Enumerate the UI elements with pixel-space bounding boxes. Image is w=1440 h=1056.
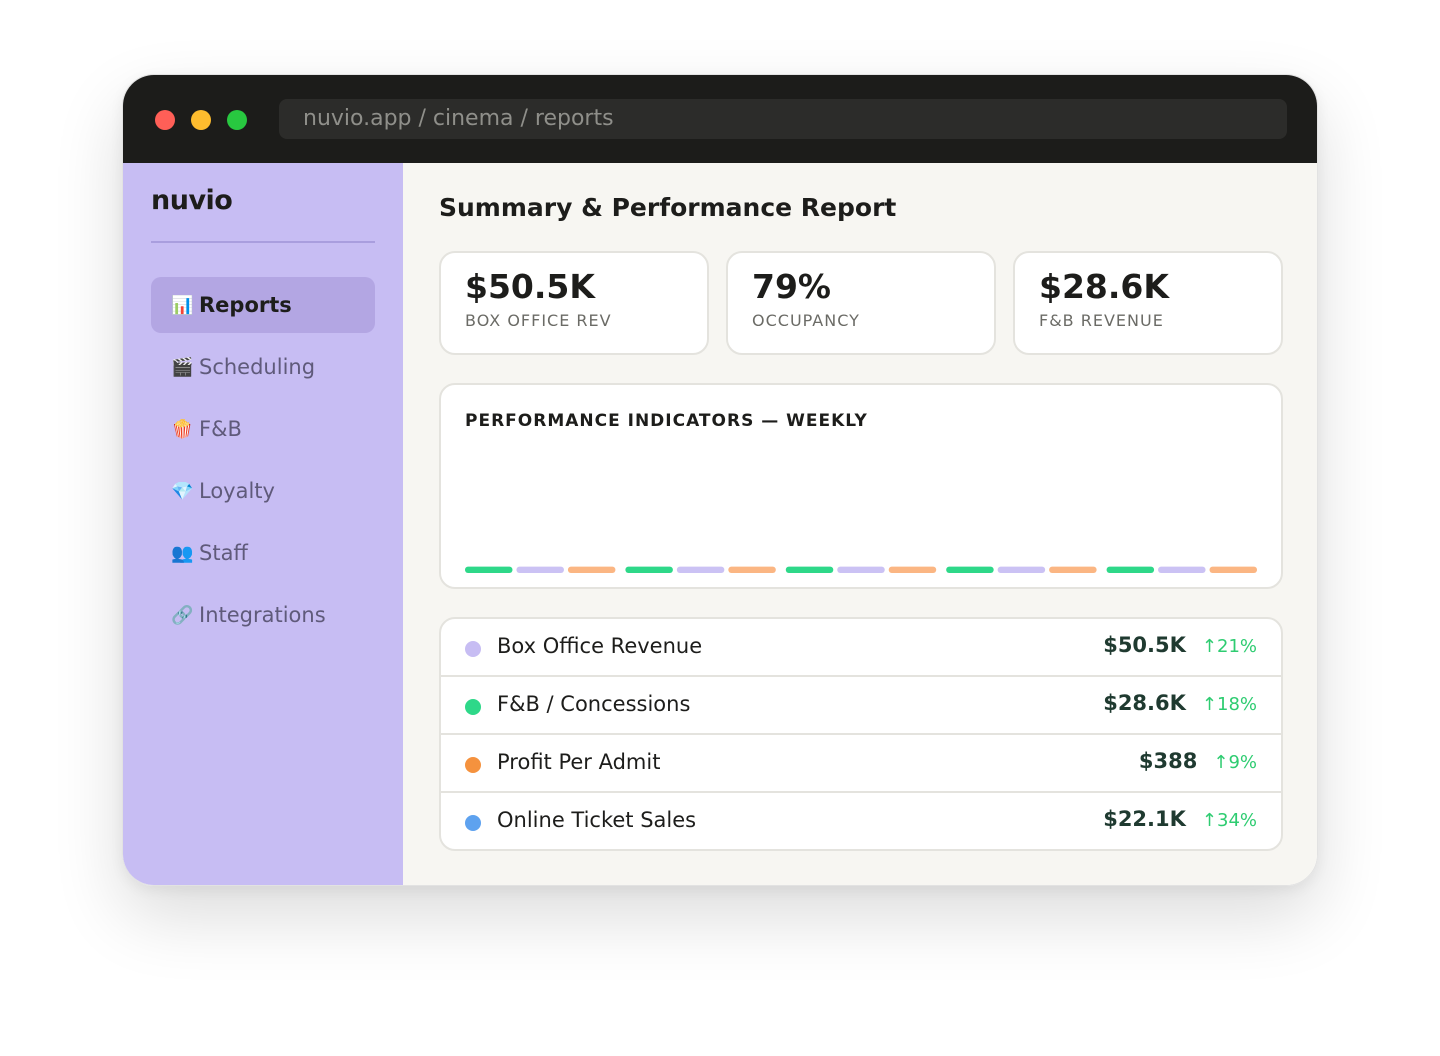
chart-bar [516, 566, 564, 573]
sidebar-item-scheduling[interactable]: 🎬 Scheduling [151, 339, 375, 395]
popcorn-icon: 🍿 [171, 418, 194, 440]
chart-title: PERFORMANCE INDICATORS — WEEKLY [465, 411, 868, 431]
metric-change: ↑9% [1213, 752, 1257, 773]
kpi-value: $28.6K [1039, 267, 1169, 306]
kpi-label: OCCUPANCY [752, 311, 860, 330]
performance-chart-card: PERFORMANCE INDICATORS — WEEKLY [439, 383, 1283, 589]
title-bar: nuvio.app / cinema / reports [123, 75, 1317, 163]
minimize-window-button[interactable] [191, 110, 211, 130]
metric-label: Profit Per Admit [497, 750, 661, 774]
metric-value: $28.6K [1103, 691, 1186, 715]
metric-change: ↑21% [1201, 636, 1257, 657]
metric-label: Box Office Revenue [497, 634, 703, 658]
sidebar-item-staff[interactable]: 👥 Staff [151, 525, 375, 581]
list-item[interactable]: F&B / Concessions $28.6K ↑18% [441, 677, 1281, 735]
sidebar-item-label: Loyalty [199, 479, 275, 503]
sidebar-item-label: F&B [199, 417, 242, 441]
chart-bar [888, 566, 937, 573]
close-window-button[interactable] [155, 110, 175, 130]
sidebar-item-fnb[interactable]: 🍿 F&B [151, 401, 375, 457]
metric-change: ↑18% [1201, 694, 1257, 715]
address-bar[interactable]: nuvio.app / cinema / reports [279, 99, 1287, 139]
kpi-label: BOX OFFICE REV [465, 311, 612, 330]
sidebar-item-label: Reports [199, 293, 292, 317]
legend-dot [465, 757, 481, 773]
page-title: Summary & Performance Report [439, 193, 897, 222]
chart-bar [946, 566, 994, 573]
sidebar-item-reports[interactable]: 📊 Reports [151, 277, 375, 333]
list-item[interactable]: Box Office Revenue $50.5K ↑21% [441, 619, 1281, 677]
people-icon: 👥 [171, 542, 194, 564]
metric-label: Online Ticket Sales [497, 808, 697, 832]
kpi-value: $50.5K [465, 267, 595, 306]
chart-bar [997, 566, 1046, 573]
kpi-label: F&B REVENUE [1039, 311, 1164, 330]
chart-bar [465, 566, 513, 573]
sidebar-item-integrations[interactable]: 🔗 Integrations [151, 587, 375, 643]
sidebar-item-label: Staff [199, 541, 248, 565]
sidebar-item-label: Integrations [199, 603, 326, 627]
list-item[interactable]: Profit Per Admit $388 ↑9% [441, 735, 1281, 793]
chart-bar [1158, 566, 1206, 573]
chart-bar [676, 566, 725, 573]
chart-bar [728, 566, 776, 573]
chart-bar [837, 566, 885, 573]
legend-dot [465, 815, 481, 831]
sidebar-divider [151, 241, 375, 243]
performance-chart [465, 566, 1257, 573]
chart-bar [1106, 566, 1155, 573]
bar-chart-icon: 📊 [171, 294, 194, 316]
browser-window: nuvio.app / cinema / reports nuvio 📊 Rep… [122, 74, 1318, 886]
maximize-window-button[interactable] [227, 110, 247, 130]
chart-bar [1209, 566, 1257, 573]
chart-bar [567, 566, 616, 573]
kpi-value: 79% [752, 267, 831, 306]
metric-value: $22.1K [1103, 807, 1186, 831]
main-content: Summary & Performance Report $50.5K BOX … [403, 163, 1317, 885]
metrics-list: Box Office Revenue $50.5K ↑21% F&B / Con… [439, 617, 1283, 851]
metric-value: $388 [1138, 749, 1198, 773]
legend-dot [465, 699, 481, 715]
chart-bar [1049, 566, 1097, 573]
legend-dot [465, 641, 481, 657]
metric-value: $50.5K [1103, 633, 1186, 657]
link-icon: 🔗 [171, 604, 194, 626]
clapperboard-icon: 🎬 [171, 356, 194, 378]
kpi-card-fnb-revenue: $28.6K F&B REVENUE [1013, 251, 1283, 355]
kpi-card-box-office: $50.5K BOX OFFICE REV [439, 251, 709, 355]
sidebar-item-label: Scheduling [199, 355, 316, 379]
sidebar: nuvio 📊 Reports 🎬 Scheduling 🍿 F&B 💎 Loy… [123, 163, 403, 885]
metric-change: ↑34% [1201, 810, 1257, 831]
metric-label: F&B / Concessions [497, 692, 691, 716]
app-logo: nuvio [151, 185, 233, 216]
list-item[interactable]: Online Ticket Sales $22.1K ↑34% [441, 793, 1281, 849]
sidebar-item-loyalty[interactable]: 💎 Loyalty [151, 463, 375, 519]
gem-icon: 💎 [171, 480, 194, 502]
chart-bar [625, 566, 673, 573]
kpi-card-occupancy: 79% OCCUPANCY [726, 251, 996, 355]
chart-bar [785, 566, 834, 573]
